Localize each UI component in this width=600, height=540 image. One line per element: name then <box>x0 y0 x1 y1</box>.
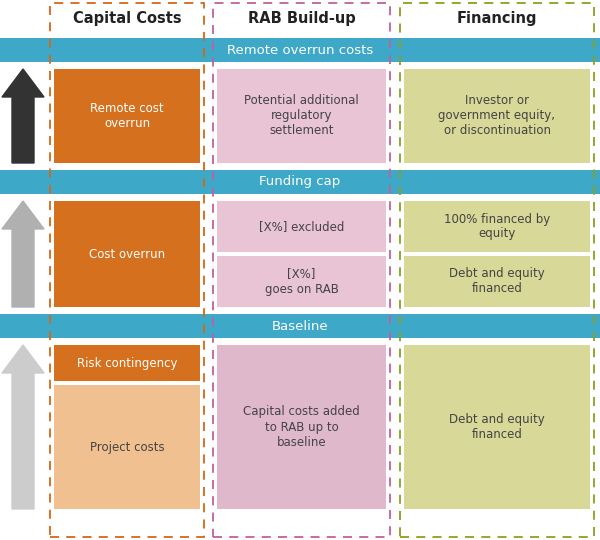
Bar <box>404 69 590 163</box>
Bar <box>54 345 200 381</box>
Bar <box>217 256 386 307</box>
Text: Potential additional
regulatory
settlement: Potential additional regulatory settleme… <box>244 94 359 138</box>
Bar <box>0 170 600 194</box>
Text: Baseline: Baseline <box>272 320 328 333</box>
Bar <box>404 201 590 252</box>
Bar <box>400 3 594 537</box>
Bar <box>0 38 600 62</box>
Text: Remote cost
overrun: Remote cost overrun <box>90 102 164 130</box>
Bar <box>0 314 600 338</box>
Text: 100% financed by
equity: 100% financed by equity <box>444 213 550 240</box>
Bar <box>54 201 200 307</box>
Polygon shape <box>2 69 44 163</box>
Bar <box>54 385 200 509</box>
Bar <box>404 256 590 307</box>
Text: Capital costs added
to RAB up to
baseline: Capital costs added to RAB up to baselin… <box>243 406 360 449</box>
Polygon shape <box>2 345 44 509</box>
Text: [X%]
goes on RAB: [X%] goes on RAB <box>265 267 338 295</box>
Polygon shape <box>2 201 44 307</box>
Bar <box>213 3 390 537</box>
Text: Cost overrun: Cost overrun <box>89 247 165 260</box>
Text: Remote overrun costs: Remote overrun costs <box>227 44 373 57</box>
Text: Debt and equity
financed: Debt and equity financed <box>449 267 545 295</box>
Text: Financing: Financing <box>457 11 537 26</box>
Text: Debt and equity
financed: Debt and equity financed <box>449 413 545 441</box>
Text: Funding cap: Funding cap <box>259 176 341 188</box>
Text: [X%] excluded: [X%] excluded <box>259 220 344 233</box>
Text: Project costs: Project costs <box>89 441 164 454</box>
Text: Risk contingency: Risk contingency <box>77 356 177 369</box>
Text: RAB Build-up: RAB Build-up <box>248 11 355 26</box>
Text: Capital Costs: Capital Costs <box>73 11 181 26</box>
Bar <box>50 3 204 537</box>
Bar <box>217 345 386 509</box>
Bar <box>404 345 590 509</box>
Bar <box>54 69 200 163</box>
Bar <box>217 69 386 163</box>
Text: Investor or
government equity,
or discontinuation: Investor or government equity, or discon… <box>439 94 556 138</box>
Bar <box>217 201 386 252</box>
